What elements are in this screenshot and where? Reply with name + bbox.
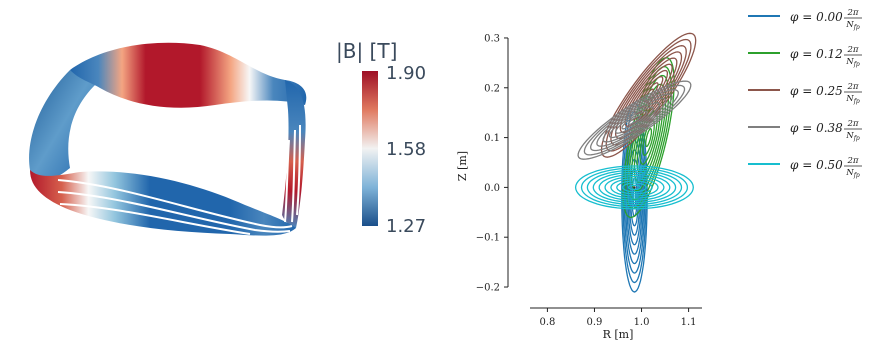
flux-ring [586, 169, 683, 206]
legend-fraction-den: Nfp [845, 131, 860, 142]
legend-item-1: φ = 0.12 2π Nfp [748, 45, 862, 68]
flux-ring [580, 167, 689, 208]
colorbar-tick-min: 1.27 [386, 216, 426, 237]
legend-fraction-den: Nfp [845, 20, 860, 31]
surface-bottom-band [30, 170, 296, 236]
flux-ring [622, 182, 647, 193]
cross-section-chart: 0.8 0.9 1.0 1.1 −0.2 −0.1 0.0 0.1 0.2 0.3 R [m] Z… [456, 8, 862, 341]
flux-ring [645, 128, 653, 148]
x-axis-label: R [m] [603, 328, 634, 341]
x-tick-label: 1.0 [634, 317, 650, 328]
flux-ring [625, 65, 672, 210]
legend-fraction-num: 2π [847, 119, 859, 129]
flux-ring [583, 84, 686, 156]
flux-ring [608, 102, 661, 139]
flux-ring [605, 38, 692, 152]
colorbar-tick-max: 1.90 [386, 63, 426, 84]
flux-ring [590, 89, 679, 152]
legend-label: φ = 0.50 [790, 158, 843, 172]
flux-ring [600, 32, 697, 158]
field-lines [57, 124, 301, 235]
flux-ring [574, 165, 694, 210]
flux-ring [602, 97, 667, 143]
y-tick-label: −0.2 [476, 283, 500, 294]
surface-top-band [70, 42, 307, 108]
x-tick-label: 0.8 [539, 317, 555, 328]
legend-fraction-num: 2π [847, 8, 859, 18]
flux-ring [633, 76, 664, 115]
stellarator-surface-panel: |B| [T] 1.90 1.58 1.27 [0, 0, 440, 346]
legend-fraction-num: 2π [847, 45, 859, 55]
y-axis-label: Z [m] [456, 151, 469, 181]
flux-ring [592, 171, 677, 204]
x-tick-label: 1.1 [681, 317, 697, 328]
legend-fraction-den: Nfp [845, 57, 860, 68]
legend-fraction-den: Nfp [845, 168, 860, 179]
flux-ring [577, 80, 692, 160]
legend-label: φ = 0.12 [790, 47, 843, 61]
cross-section-panel: 0.8 0.9 1.0 1.1 −0.2 −0.1 0.0 0.1 0.2 0.3 R [m] Z… [440, 0, 882, 346]
flux-ring [598, 173, 671, 201]
flux-ring [629, 69, 669, 121]
flux-ring [615, 106, 654, 134]
y-tick-label: 0.1 [484, 133, 500, 144]
series-3-rings [577, 80, 692, 160]
colorbar-title: |B| [T] [336, 39, 397, 63]
series-4-rings [574, 165, 694, 210]
legend-item-4: φ = 0.50 2π Nfp [748, 156, 862, 179]
colorbar-gradient [362, 71, 378, 226]
chart-axes: 0.8 0.9 1.0 1.1 −0.2 −0.1 0.0 0.1 0.2 0.3 [476, 33, 702, 328]
flux-ring [621, 110, 648, 130]
flux-ring [638, 82, 659, 109]
surface-left-band [29, 70, 95, 182]
flux-ring [596, 93, 673, 147]
flux-surface-rings [574, 32, 697, 293]
flux-ring [604, 176, 665, 199]
legend-label: φ = 0.25 [790, 84, 843, 98]
flux-ring [643, 88, 654, 103]
surface-render: |B| [T] 1.90 1.58 1.27 [29, 39, 426, 237]
colorbar-tick-mid: 1.58 [386, 139, 426, 160]
legend-label: φ = 0.38 [790, 121, 843, 135]
legend-fraction-den: Nfp [845, 94, 860, 105]
flux-ring [627, 115, 642, 126]
legend-item-3: φ = 0.38 2π Nfp [748, 119, 862, 142]
legend-item-2: φ = 0.25 2π Nfp [748, 82, 862, 105]
legend-fraction-num: 2π [847, 156, 859, 166]
y-tick-label: −0.1 [476, 233, 500, 244]
flux-ring [616, 180, 653, 195]
magnetic-axis-marker [633, 186, 636, 189]
x-tick-label: 0.9 [587, 317, 603, 328]
flux-ring [610, 178, 659, 197]
legend-label: φ = 0.00 [790, 10, 843, 24]
legend-item-0: φ = 0.00 2π Nfp [748, 8, 862, 31]
flux-ring [627, 184, 642, 191]
y-tick-label: 0.3 [484, 33, 500, 44]
legend-fraction-num: 2π [847, 82, 859, 92]
y-tick-label: 0.0 [484, 183, 500, 194]
y-tick-label: 0.2 [484, 83, 500, 94]
